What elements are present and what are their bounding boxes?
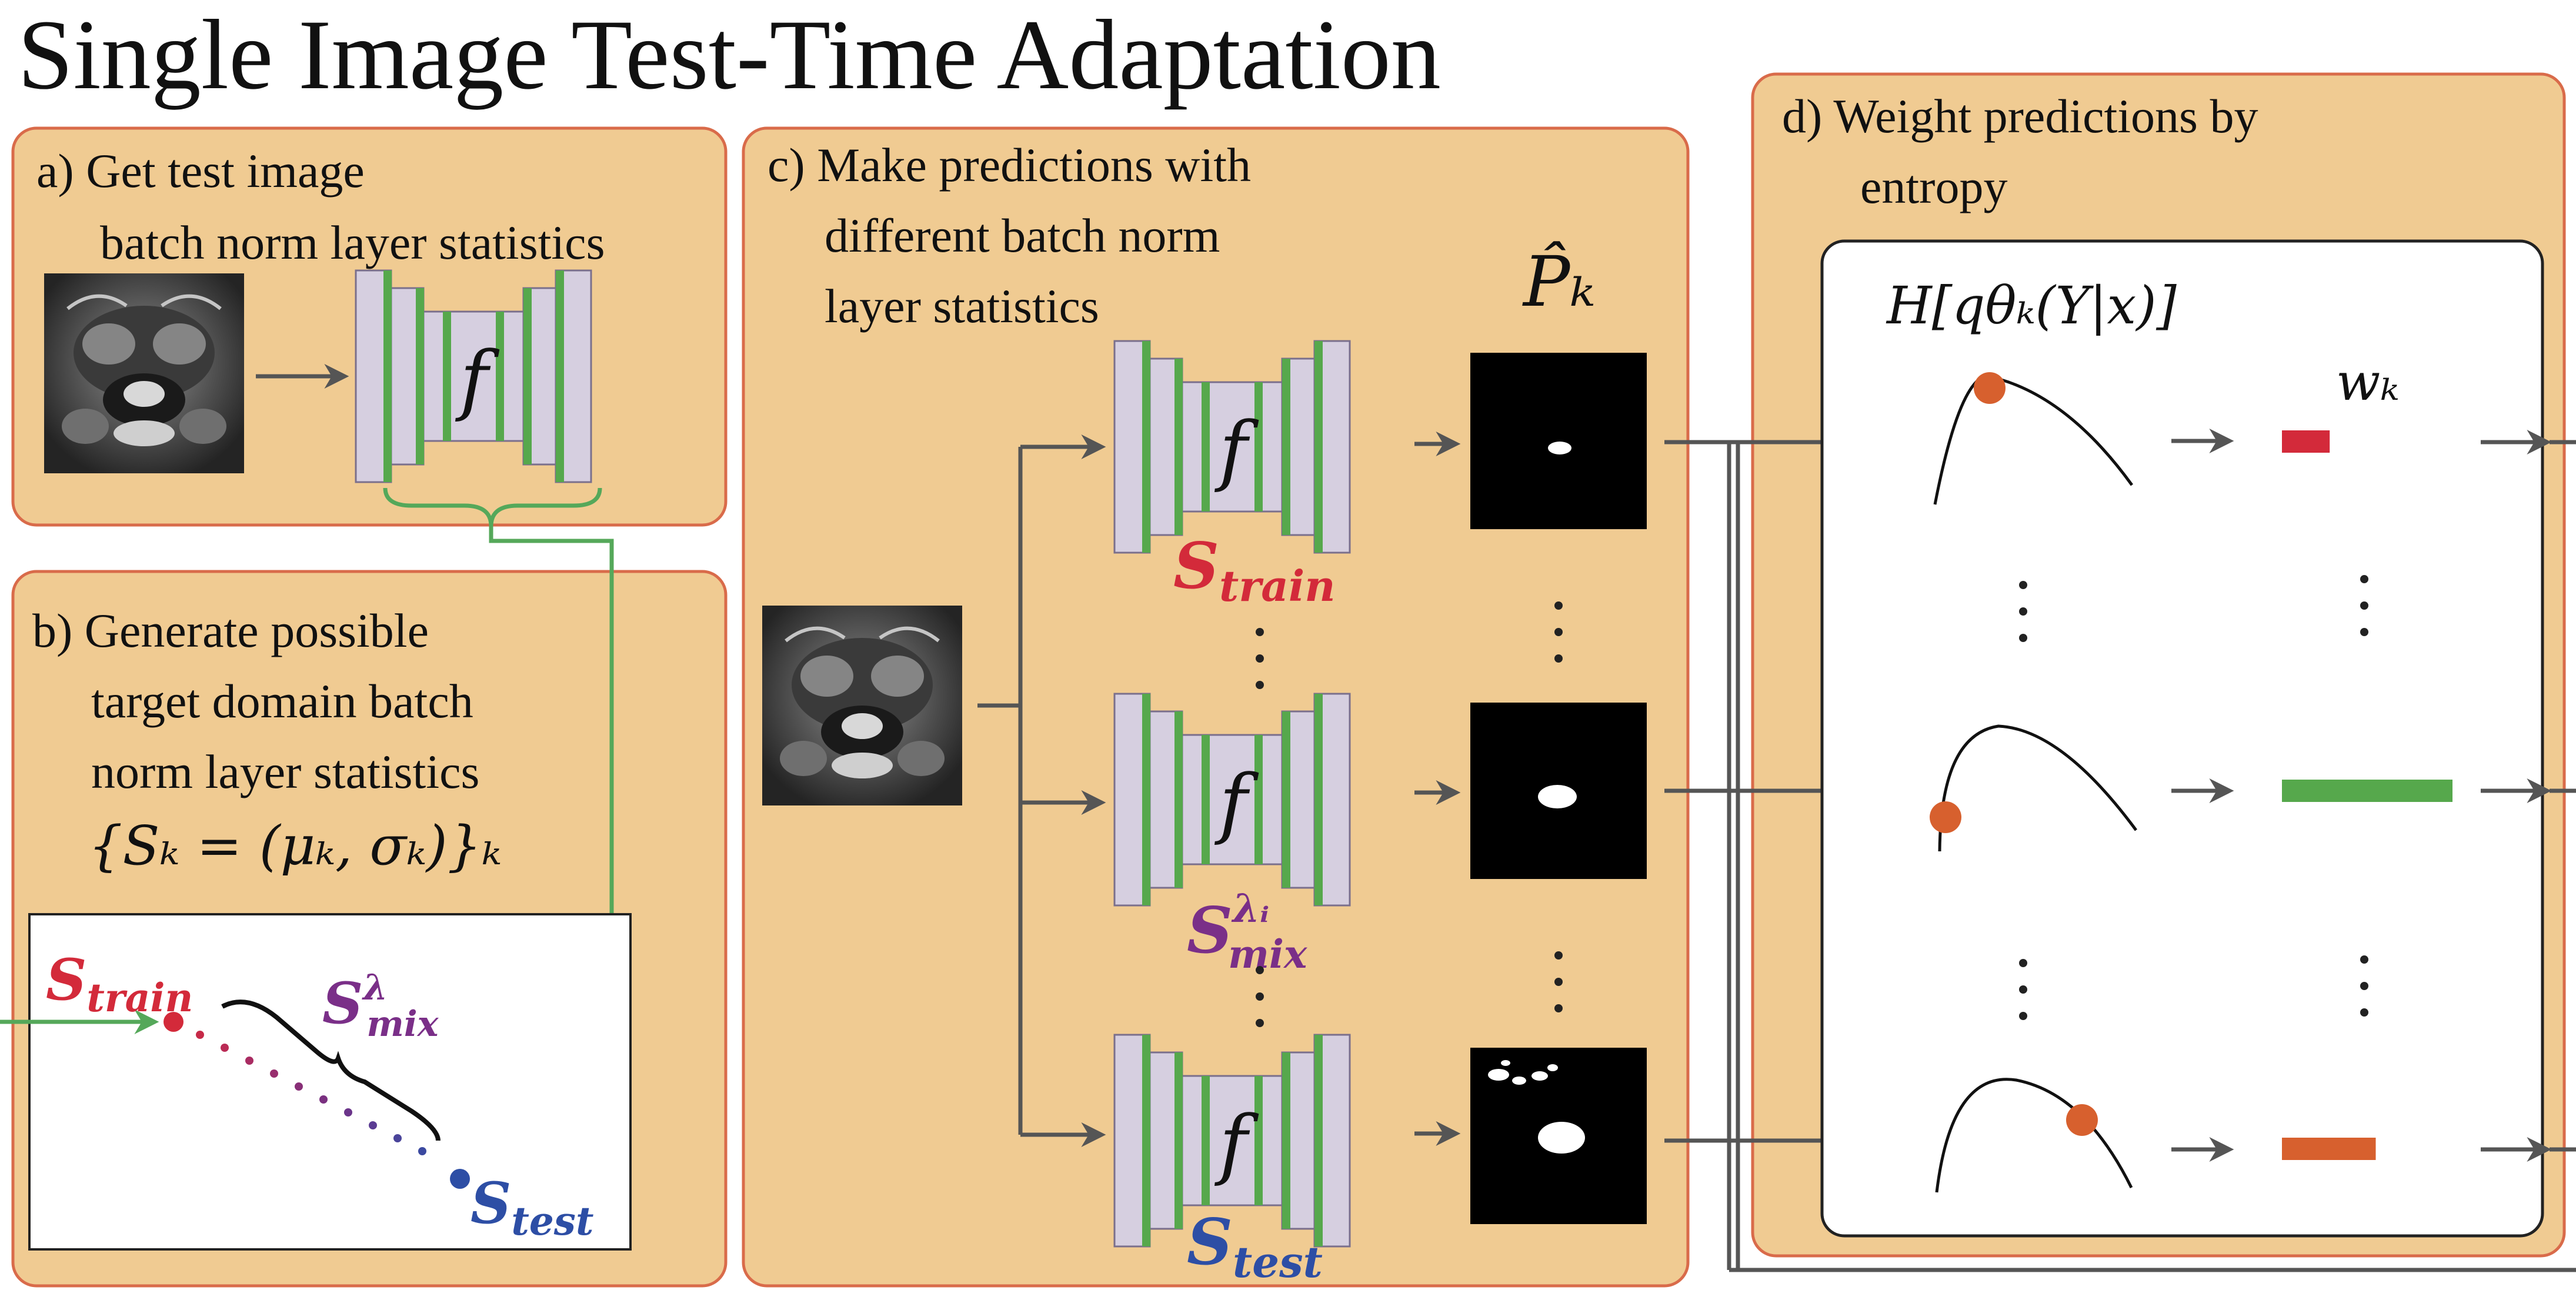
interp-dot: [418, 1147, 426, 1155]
prediction-label: P̂ₖ: [1522, 241, 1595, 322]
weight-bar-3: [2282, 1138, 2376, 1160]
prediction-mask-1: [1470, 353, 1647, 529]
panel-c-title-line1: c) Make predictions with: [768, 138, 1251, 192]
interp-dot: [393, 1134, 402, 1142]
interp-dot: [319, 1095, 328, 1104]
interp-dot: [196, 1031, 204, 1039]
entropy-label: H[qθₖ(Y|x)]: [1886, 275, 2177, 336]
entropy-point-2: [1930, 801, 1961, 833]
weight-bar-2: [2282, 780, 2452, 802]
interp-dot: [270, 1069, 278, 1078]
panel-c: [742, 126, 1690, 1288]
bn-statistics-formula: {Sₖ = (μₖ, σₖ)}ₖ: [88, 814, 502, 877]
s-mix-label-c: Sλᵢ mix: [1187, 885, 1307, 977]
interpolation-plot: [28, 913, 632, 1251]
panel-b-title-line1: b) Generate possible: [32, 604, 429, 657]
s-test-point: [450, 1169, 470, 1189]
branch-lines: [977, 447, 1023, 1135]
mix-brace: [221, 1000, 441, 1141]
entropy-point-3: [2066, 1104, 2098, 1136]
interp-dot: [245, 1057, 253, 1065]
ellipsis-entropy-2: [2019, 959, 2027, 1020]
weight-label: wₖ: [2336, 352, 2399, 412]
interp-dot: [221, 1044, 229, 1052]
s-test-label-c: Stest: [1187, 1205, 1323, 1287]
interpolation-dots: [163, 1012, 470, 1189]
test-image-c: [762, 606, 962, 805]
prediction-bus-lines: [1727, 442, 2576, 1272]
interp-dot: [344, 1108, 352, 1117]
ellipsis-net-1: [1256, 628, 1264, 689]
prediction-mask-3: [1470, 1048, 1647, 1224]
s-train-point: [163, 1012, 183, 1032]
ellipsis-pred-1: [1554, 601, 1563, 663]
panel-c-title-line2: different batch norm: [825, 209, 1220, 262]
panel-b-title-line3: norm layer statistics: [91, 745, 479, 798]
ellipsis-net-2: [1256, 966, 1264, 1027]
interp-dot: [369, 1121, 377, 1129]
ellipsis-pred-2: [1554, 951, 1563, 1012]
entropy-weight-box: [1820, 239, 2544, 1238]
panel-a-title-line2: batch norm layer statistics: [100, 216, 605, 269]
prediction-mask-2: [1470, 703, 1647, 879]
panel-d-title-line1: d) Weight predictions by: [1782, 89, 2258, 143]
panel-c-title-line3: layer statistics: [825, 279, 1099, 333]
s-train-label-b: Strain: [46, 947, 193, 1021]
diagram-title: Single Image Test-Time Adaptation: [18, 0, 1441, 110]
panel-d-title-line2: entropy: [1860, 160, 2007, 213]
panel-a-title-line1: a) Get test image: [36, 144, 365, 198]
entropy-curve-2: [1938, 724, 2138, 852]
interp-dot: [295, 1082, 303, 1091]
s-test-label-b: Stest: [471, 1170, 593, 1244]
ellipsis-weight-2: [2360, 955, 2368, 1017]
right-edge-connectors: [2550, 440, 2576, 1152]
weight-bar-1: [2282, 430, 2330, 453]
panel-b-title-line2: target domain batch: [91, 674, 473, 728]
entropy-point-1: [1974, 372, 2006, 404]
ellipsis-weight-1: [2360, 575, 2368, 636]
test-image-a: [44, 273, 244, 473]
entropy-curve-3: [1935, 1078, 2133, 1193]
s-mix-label-b: Sλ mix: [322, 967, 439, 1045]
ellipsis-entropy-1: [2019, 581, 2027, 642]
s-train-label-c: Strain: [1173, 529, 1336, 611]
